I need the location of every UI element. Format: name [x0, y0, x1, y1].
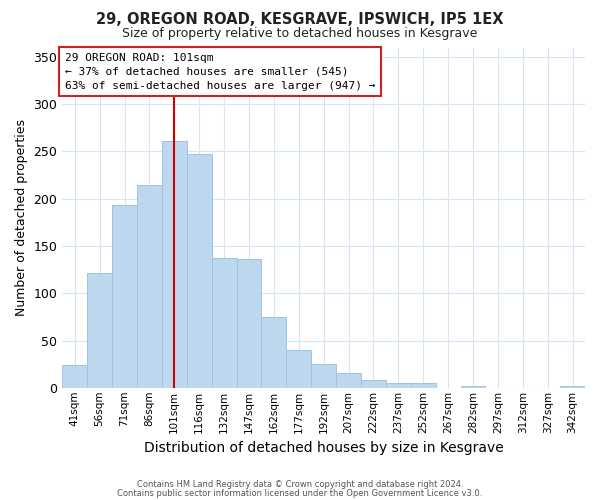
- Text: 29 OREGON ROAD: 101sqm
← 37% of detached houses are smaller (545)
63% of semi-de: 29 OREGON ROAD: 101sqm ← 37% of detached…: [65, 52, 376, 90]
- Bar: [262, 317, 286, 388]
- Bar: [411, 383, 436, 388]
- Y-axis label: Number of detached properties: Number of detached properties: [15, 119, 28, 316]
- Bar: [236, 259, 262, 388]
- Bar: [336, 372, 361, 388]
- Bar: [187, 154, 212, 388]
- Bar: [137, 186, 162, 388]
- Text: Contains public sector information licensed under the Open Government Licence v3: Contains public sector information licen…: [118, 489, 482, 498]
- Bar: [361, 380, 386, 388]
- Bar: [212, 258, 236, 388]
- Bar: [560, 386, 585, 388]
- Text: Contains HM Land Registry data © Crown copyright and database right 2024.: Contains HM Land Registry data © Crown c…: [137, 480, 463, 489]
- X-axis label: Distribution of detached houses by size in Kesgrave: Distribution of detached houses by size …: [144, 441, 503, 455]
- Bar: [162, 141, 187, 388]
- Bar: [461, 386, 485, 388]
- Text: 29, OREGON ROAD, KESGRAVE, IPSWICH, IP5 1EX: 29, OREGON ROAD, KESGRAVE, IPSWICH, IP5 …: [96, 12, 504, 28]
- Text: Size of property relative to detached houses in Kesgrave: Size of property relative to detached ho…: [122, 28, 478, 40]
- Bar: [386, 383, 411, 388]
- Bar: [62, 365, 87, 388]
- Bar: [286, 350, 311, 388]
- Bar: [87, 274, 112, 388]
- Bar: [311, 364, 336, 388]
- Bar: [112, 206, 137, 388]
